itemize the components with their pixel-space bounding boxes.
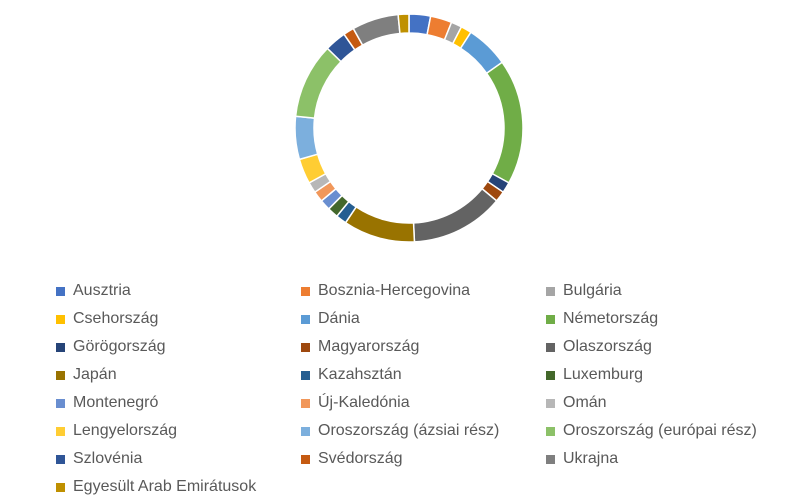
- legend-item-17: Oroszország (európai rész): [546, 417, 786, 445]
- legend-swatch: [301, 454, 310, 464]
- legend-item-4: Dánia: [301, 305, 546, 333]
- legend-label: Omán: [563, 394, 607, 411]
- legend-swatch: [56, 286, 65, 296]
- legend-label: Kazahsztán: [318, 366, 402, 383]
- legend-item-12: Montenegró: [56, 389, 301, 417]
- legend-item-11: Luxemburg: [546, 361, 786, 389]
- legend-swatch: [301, 370, 310, 380]
- legend-label: Szlovénia: [73, 450, 143, 467]
- legend-label: Magyarország: [318, 338, 420, 355]
- legend-label: Új-Kaledónia: [318, 394, 410, 411]
- legend-swatch: [301, 426, 310, 436]
- legend-item-10: Kazahsztán: [301, 361, 546, 389]
- donut-slice-5: [485, 61, 524, 184]
- legend-label: Japán: [73, 366, 117, 383]
- legend-item-16: Oroszország (ázsiai rész): [301, 417, 546, 445]
- legend-label: Luxemburg: [563, 366, 644, 383]
- legend-swatch: [56, 314, 65, 324]
- legend-item-14: Omán: [546, 389, 786, 417]
- legend-swatch: [546, 370, 555, 380]
- legend-label: Csehország: [73, 310, 159, 327]
- legend-label: Ausztria: [73, 282, 131, 299]
- legend-item-8: Olaszország: [546, 333, 786, 361]
- donut-slice-20: [352, 13, 401, 47]
- legend-item-0: Ausztria: [56, 277, 301, 305]
- legend-item-3: Csehország: [56, 305, 301, 333]
- legend-swatch: [56, 426, 65, 436]
- donut-slice-8: [412, 187, 498, 243]
- legend-item-19: Svédország: [301, 445, 546, 473]
- legend-label: Svédország: [318, 450, 403, 467]
- legend-label: Montenegró: [73, 394, 159, 411]
- legend-item-18: Szlovénia: [56, 445, 301, 473]
- legend-label: Németország: [563, 310, 659, 327]
- legend-item-1: Bosznia-Hercegovina: [301, 277, 546, 305]
- legend-item-13: Új-Kaledónia: [301, 389, 546, 417]
- legend-label: Egyesült Arab Emirátusok: [73, 478, 257, 495]
- legend-swatch: [546, 426, 555, 436]
- donut-chart: [294, 13, 524, 243]
- donut-slice-9: [344, 205, 416, 243]
- legend-item-7: Magyarország: [301, 333, 546, 361]
- legend-swatch: [56, 454, 65, 464]
- legend-swatch: [56, 482, 65, 492]
- donut-slice-16: [294, 115, 319, 161]
- legend-item-21: Egyesült Arab Emirátusok: [56, 473, 301, 501]
- legend-swatch: [546, 398, 555, 408]
- chart-legend: Ausztria Bosznia-Hercegovina Bulgária Cseho…: [56, 277, 786, 501]
- donut-slices: [294, 13, 524, 243]
- legend-swatch: [56, 398, 65, 408]
- legend-swatch: [56, 342, 65, 352]
- legend-swatch: [56, 370, 65, 380]
- donut-slice-21: [397, 13, 410, 35]
- legend-swatch: [301, 286, 310, 296]
- legend-swatch: [546, 286, 555, 296]
- donut-slice-17: [294, 47, 343, 119]
- legend-swatch: [546, 342, 555, 352]
- legend-label: Ukrajna: [563, 450, 619, 467]
- legend-label: Oroszország (európai rész): [563, 422, 757, 439]
- legend-item-15: Lengyelország: [56, 417, 301, 445]
- legend-swatch: [301, 314, 310, 324]
- legend-item-20: Ukrajna: [546, 445, 786, 473]
- legend-item-5: Németország: [546, 305, 786, 333]
- legend-label: Lengyelország: [73, 422, 178, 439]
- legend-swatch: [546, 314, 555, 324]
- legend-swatch: [301, 342, 310, 352]
- legend-label: Oroszország (ázsiai rész): [318, 422, 500, 439]
- legend-label: Olaszország: [563, 338, 652, 355]
- legend-label: Bulgária: [563, 282, 622, 299]
- legend-label: Dánia: [318, 310, 360, 327]
- legend-label: Görögország: [73, 338, 166, 355]
- legend-item-6: Görögország: [56, 333, 301, 361]
- legend-swatch: [546, 454, 555, 464]
- legend-item-9: Japán: [56, 361, 301, 389]
- legend-swatch: [301, 398, 310, 408]
- legend-label: Bosznia-Hercegovina: [318, 282, 471, 299]
- legend-item-2: Bulgária: [546, 277, 786, 305]
